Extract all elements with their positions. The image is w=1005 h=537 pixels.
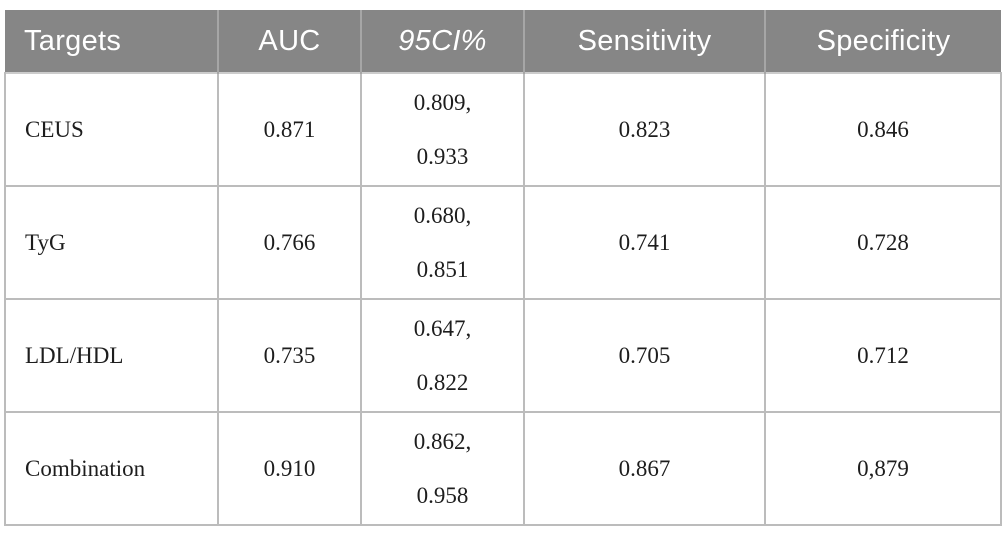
cell-ci: 0.862, 0.958: [360, 411, 525, 526]
cell-sensitivity: 0.823: [523, 72, 766, 187]
cell-specificity: 0.846: [764, 72, 1002, 187]
ci-line-upper: 0.822: [416, 369, 469, 395]
cell-specificity: 0.728: [764, 185, 1002, 300]
cell-targets: Combination: [4, 411, 219, 526]
cell-ci: 0.809, 0.933: [360, 72, 525, 187]
ci-line-upper: 0.958: [416, 482, 469, 508]
table-row-tyg: TyG 0.766 0.680, 0.851 0.741 0.728: [4, 185, 1002, 300]
ci-line-lower: 0.809,: [413, 89, 472, 115]
cell-targets: LDL/HDL: [4, 298, 219, 413]
cell-sensitivity: 0.867: [523, 411, 766, 526]
table-row-ldl-hdl: LDL/HDL 0.735 0.647, 0.822 0.705 0.712: [4, 298, 1002, 413]
cell-auc: 0.910: [217, 411, 362, 526]
table-row-combination: Combination 0.910 0.862, 0.958 0.867 0,8…: [4, 411, 1002, 526]
column-header-auc: AUC: [217, 10, 361, 73]
ci-line-upper: 0.933: [416, 143, 469, 169]
ci-line-lower: 0.680,: [413, 202, 472, 228]
cell-sensitivity: 0.705: [523, 298, 766, 413]
column-header-targets: Targets: [5, 10, 218, 73]
column-header-95ci: 95CI%: [360, 10, 524, 73]
cell-specificity: 0,879: [764, 411, 1002, 526]
cell-sensitivity: 0.741: [523, 185, 766, 300]
ci-line-upper: 0.851: [416, 256, 469, 282]
ci-line-lower: 0.862,: [413, 428, 472, 454]
column-header-sensitivity: Sensitivity: [523, 10, 765, 73]
cell-targets: TyG: [4, 185, 219, 300]
cell-ci: 0.647, 0.822: [360, 298, 525, 413]
cell-targets: CEUS: [4, 72, 219, 187]
cell-ci: 0.680, 0.851: [360, 185, 525, 300]
cell-auc: 0.871: [217, 72, 362, 187]
cell-auc: 0.735: [217, 298, 362, 413]
table-row-ceus: CEUS 0.871 0.809, 0.933 0.823 0.846: [4, 72, 1002, 187]
ci-line-lower: 0.647,: [413, 315, 472, 341]
results-table-container: Targets AUC 95CI% Sensitivity Specificit…: [4, 10, 1002, 526]
cell-specificity: 0.712: [764, 298, 1002, 413]
cell-auc: 0.766: [217, 185, 362, 300]
column-header-specificity: Specificity: [764, 10, 1001, 73]
roc-results-table: Targets AUC 95CI% Sensitivity Specificit…: [4, 10, 1002, 526]
table-header-row: Targets AUC 95CI% Sensitivity Specificit…: [5, 10, 1001, 73]
